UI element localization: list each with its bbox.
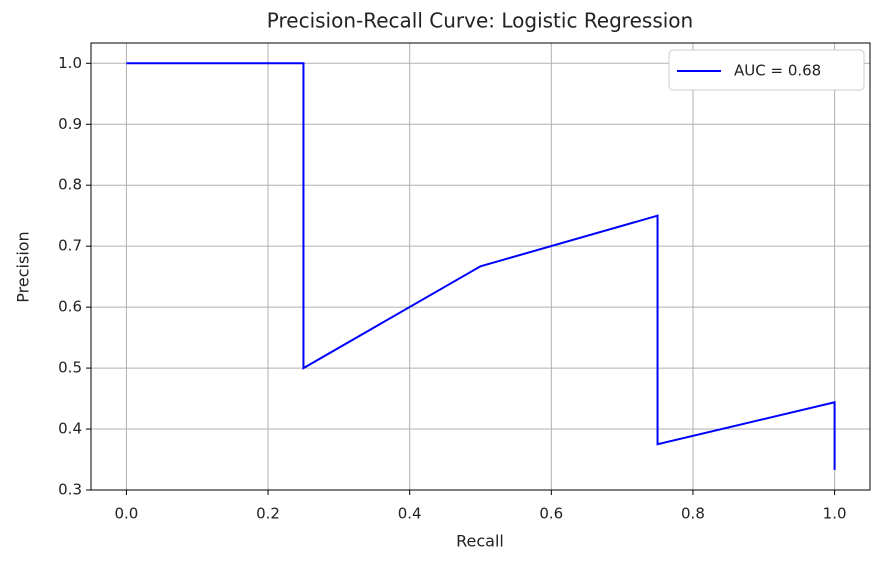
x-axis-label: Recall	[456, 532, 504, 551]
x-tick-label: 0.6	[539, 505, 563, 523]
x-tick-label: 1.0	[823, 505, 847, 523]
y-tick-label: 0.6	[58, 298, 82, 316]
x-tick-label: 0.4	[398, 505, 422, 523]
legend-label: AUC = 0.68	[734, 62, 821, 80]
y-tick-label: 0.5	[58, 359, 82, 377]
y-axis-label: Precision	[14, 231, 33, 302]
y-tick-label: 0.9	[58, 115, 82, 133]
plot-frame	[90, 42, 871, 491]
x-tick-label: 0.2	[256, 505, 280, 523]
y-tick-label: 0.7	[58, 237, 82, 255]
series-line	[126, 62, 836, 470]
y-tick-label: 0.3	[58, 481, 82, 499]
chart-title: Precision-Recall Curve: Logistic Regress…	[267, 9, 693, 33]
y-tick-label: 0.4	[58, 420, 82, 438]
legend-box	[668, 49, 865, 91]
x-tick-label: 0.8	[681, 505, 705, 523]
x-tick-label: 0.0	[114, 505, 138, 523]
y-tick-label: 0.8	[58, 176, 82, 194]
y-tick-label: 1.0	[58, 54, 82, 72]
